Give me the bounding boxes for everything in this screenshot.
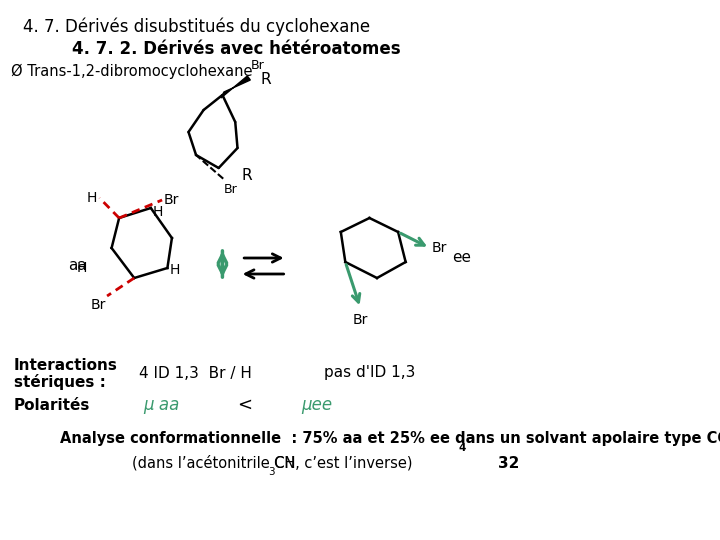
Text: Br: Br bbox=[163, 193, 179, 207]
Text: μ aa: μ aa bbox=[143, 396, 179, 414]
Text: ee: ee bbox=[452, 251, 472, 266]
Text: Interactions: Interactions bbox=[14, 358, 117, 373]
Text: Br: Br bbox=[353, 313, 368, 327]
Text: Br: Br bbox=[90, 298, 106, 312]
Text: Polarités: Polarités bbox=[14, 397, 90, 413]
Text: Analyse conformationnelle  : 75% aa et 25% ee dans un solvant apolaire type CCl: Analyse conformationnelle : 75% aa et 25… bbox=[60, 430, 720, 445]
Text: H: H bbox=[153, 205, 163, 219]
Text: R: R bbox=[260, 72, 271, 87]
Text: 4 ID 1,3  Br / H: 4 ID 1,3 Br / H bbox=[140, 366, 253, 381]
Text: 32: 32 bbox=[498, 456, 519, 470]
Text: Br: Br bbox=[251, 59, 265, 72]
Text: 4. 7. Dérivés disubstitués du cyclohexane: 4. 7. Dérivés disubstitués du cyclohexan… bbox=[22, 18, 370, 37]
Text: stériques :: stériques : bbox=[14, 374, 105, 390]
Text: 3: 3 bbox=[269, 467, 275, 477]
Text: Br: Br bbox=[432, 241, 447, 255]
Polygon shape bbox=[221, 76, 251, 98]
Text: 4. 7. 2. Dérivés avec hétéroatomes: 4. 7. 2. Dérivés avec hétéroatomes bbox=[71, 40, 400, 58]
Text: (dans l’acétonitrile CH: (dans l’acétonitrile CH bbox=[132, 455, 295, 471]
Text: CN, c’est l’inverse): CN, c’est l’inverse) bbox=[274, 456, 412, 470]
Text: H: H bbox=[86, 191, 96, 205]
Text: R: R bbox=[241, 167, 252, 183]
Text: Br: Br bbox=[224, 183, 238, 196]
Text: H: H bbox=[170, 263, 180, 277]
Text: 4: 4 bbox=[459, 443, 466, 453]
Text: <: < bbox=[238, 396, 253, 414]
Text: Ø Trans-1,2-dibromocyclohexane: Ø Trans-1,2-dibromocyclohexane bbox=[12, 64, 253, 79]
Text: aa: aa bbox=[68, 258, 86, 273]
Text: μee: μee bbox=[302, 396, 333, 414]
Text: H: H bbox=[76, 261, 86, 275]
Text: pas d'ID 1,3: pas d'ID 1,3 bbox=[324, 366, 415, 381]
